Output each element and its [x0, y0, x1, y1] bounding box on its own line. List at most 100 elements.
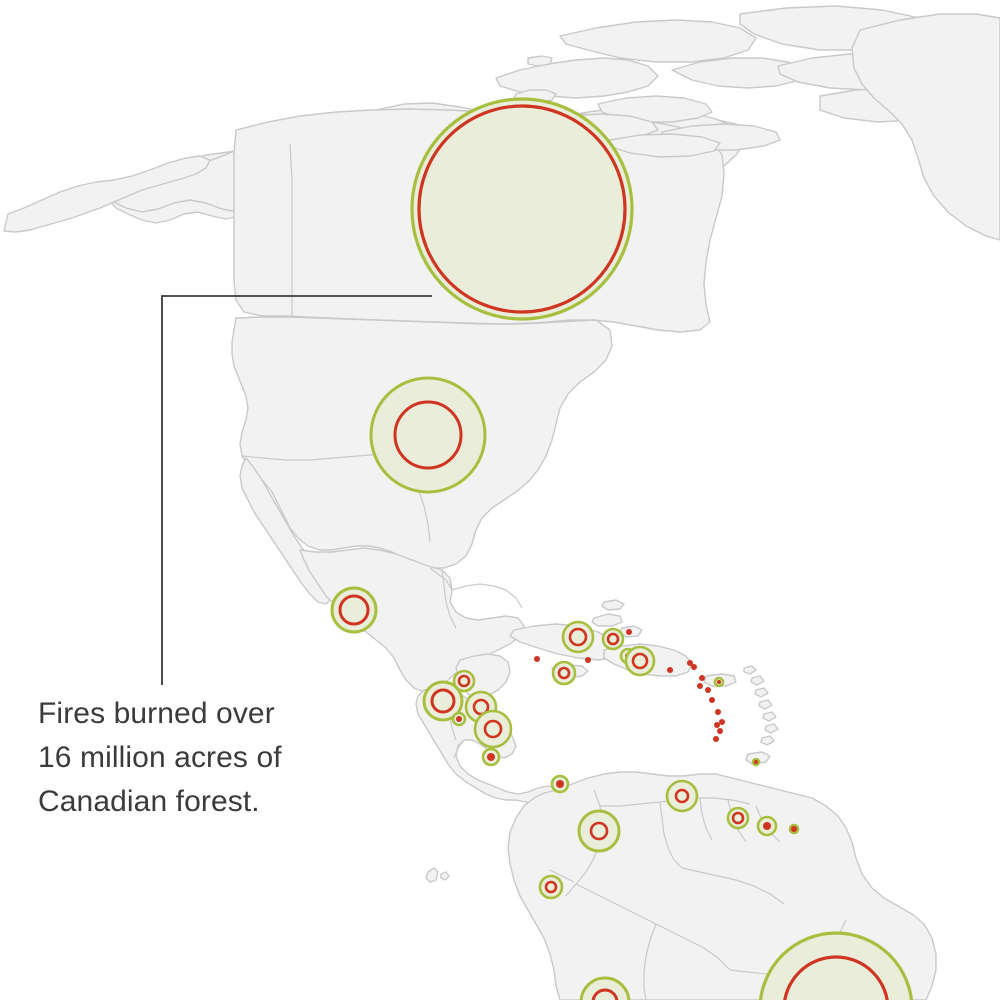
symbol-outer-ring	[550, 774, 570, 794]
symbol-fill	[553, 662, 575, 684]
symbol-inner-ring	[783, 955, 889, 1000]
symbol-fill	[475, 711, 511, 747]
symbol-inner-ring	[591, 988, 619, 1000]
symbol-inner-ring	[544, 880, 558, 894]
symbol-fill	[760, 933, 912, 1000]
map-symbol	[473, 709, 513, 749]
symbol-inner-ring	[456, 716, 462, 722]
symbol-fill	[667, 781, 697, 811]
symbol-outer-ring	[726, 806, 750, 830]
land-misc-islands	[425, 867, 450, 883]
symbol-fill	[626, 647, 654, 675]
symbol-outer-ring	[538, 874, 564, 900]
small-dot	[691, 664, 697, 670]
symbol-fill	[332, 588, 376, 632]
map-symbol	[758, 931, 914, 1000]
map-symbol	[330, 586, 378, 634]
symbol-inner-ring	[606, 632, 620, 646]
land-greenland	[851, 13, 1000, 241]
map-symbol	[369, 376, 487, 494]
symbol-inner-ring	[589, 821, 609, 841]
leader-line	[161, 295, 432, 685]
symbol-fill	[728, 808, 748, 828]
map-symbol	[601, 627, 625, 651]
annotation-callout: Fires burned over 16 million acres of Ca…	[38, 692, 398, 824]
map-symbol	[452, 669, 476, 693]
small-dot	[713, 736, 719, 742]
map-symbol	[665, 779, 699, 813]
symbol-outer-ring	[788, 823, 800, 835]
symbol-inner-ring	[487, 753, 495, 761]
map-symbol	[726, 806, 750, 830]
symbol-outer-ring	[601, 627, 625, 651]
symbol-outer-ring	[624, 645, 656, 677]
symbol-layer	[330, 97, 914, 1000]
small-dot	[719, 719, 725, 725]
land-alaska-west	[3, 155, 211, 233]
map-symbol	[481, 747, 501, 767]
symbol-outer-ring	[481, 747, 501, 767]
small-dot-layer	[534, 629, 725, 742]
small-dot	[699, 675, 705, 681]
symbol-fill	[371, 378, 485, 492]
symbol-inner-ring	[754, 760, 758, 764]
map-symbol	[550, 774, 570, 794]
small-dot	[709, 697, 715, 703]
small-dot	[717, 728, 723, 734]
map-symbol	[713, 676, 725, 688]
symbol-inner-ring	[763, 822, 771, 830]
small-dot	[705, 687, 711, 693]
symbol-fill	[603, 629, 623, 649]
map-symbol	[451, 711, 467, 727]
symbol-inner-ring	[430, 688, 456, 714]
land-lesser-antilles	[743, 665, 779, 746]
small-dot	[585, 657, 591, 663]
map-symbol	[410, 97, 634, 321]
symbol-inner-ring	[457, 674, 471, 688]
symbol-fill	[424, 682, 462, 720]
symbol-outer-ring	[369, 376, 487, 494]
symbol-outer-ring	[579, 976, 631, 1000]
symbol-outer-ring	[756, 815, 778, 837]
symbol-fill	[454, 671, 474, 691]
symbol-inner-ring	[483, 719, 503, 739]
map-symbol	[579, 976, 631, 1000]
symbol-outer-ring	[410, 97, 634, 321]
symbol-fill	[412, 99, 632, 319]
symbol-inner-ring	[568, 627, 588, 647]
map-symbol	[422, 680, 464, 722]
map-symbol	[538, 874, 564, 900]
symbol-outer-ring	[561, 620, 595, 654]
symbol-outer-ring	[713, 676, 725, 688]
map-symbol	[756, 815, 778, 837]
symbol-inner-ring	[717, 680, 721, 684]
symbol-inner-ring	[791, 826, 797, 832]
small-dot	[687, 660, 693, 666]
symbol-inner-ring	[631, 652, 649, 670]
annotation-text: Fires burned over 16 million acres of Ca…	[38, 697, 282, 818]
symbol-outer-ring	[551, 660, 577, 686]
map-symbol	[577, 809, 621, 853]
symbol-inner-ring	[674, 788, 690, 804]
symbol-inner-ring	[417, 104, 627, 314]
symbol-inner-ring	[556, 780, 564, 788]
symbol-outer-ring	[577, 809, 621, 853]
map-symbol	[751, 757, 761, 767]
symbol-fill	[579, 811, 619, 851]
map-symbol	[788, 823, 800, 835]
symbol-outer-ring	[751, 757, 761, 767]
small-dot	[534, 656, 540, 662]
map-symbol	[561, 620, 595, 654]
symbol-outer-ring	[758, 931, 914, 1000]
symbol-outer-ring	[422, 680, 464, 722]
symbol-outer-ring	[452, 669, 476, 693]
map-symbol	[551, 660, 577, 686]
symbol-outer-ring	[665, 779, 699, 813]
symbol-outer-ring	[330, 586, 378, 634]
symbol-outer-ring	[451, 711, 467, 727]
small-dot	[715, 709, 721, 715]
symbol-inner-ring	[731, 811, 745, 825]
small-dot	[697, 683, 703, 689]
